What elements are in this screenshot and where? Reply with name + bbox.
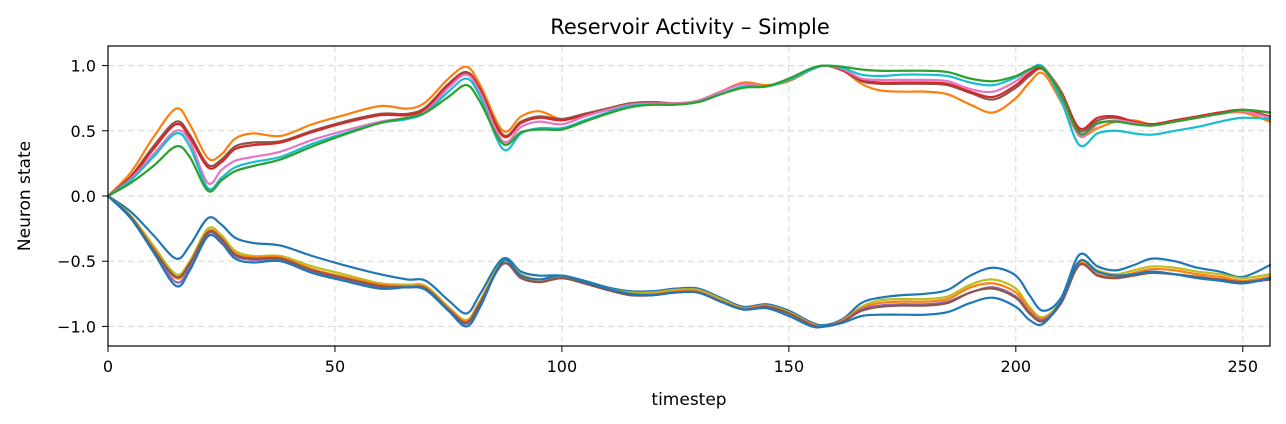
y-axis-label: Neuron state: [15, 141, 35, 251]
grid-lines: [107, 46, 1270, 346]
y-tick-label: −0.5: [57, 252, 96, 271]
series-line-6: [106, 64, 1272, 198]
y-tick-label: 0.0: [71, 187, 96, 206]
y-tick-label: 0.5: [71, 122, 96, 141]
y-axis-ticks: −1.0 −0.5 0.0 0.5 1.0: [57, 57, 108, 336]
x-tick-label: 0: [103, 357, 113, 376]
x-tick-label: 100: [547, 357, 578, 376]
x-tick-label: 50: [325, 357, 345, 376]
x-axis-label: timestep: [651, 390, 726, 410]
series-line-12: [106, 194, 1272, 329]
x-axis-ticks: 0 50 100 150 200 250: [103, 346, 1258, 376]
series-lines: [106, 63, 1272, 329]
series-line-4: [106, 64, 1272, 198]
y-tick-label: −1.0: [57, 317, 96, 336]
x-tick-label: 150: [774, 357, 805, 376]
chart-title: Reservoir Activity – Simple: [550, 15, 830, 39]
x-tick-label: 200: [1001, 357, 1032, 376]
x-tick-label: 250: [1227, 357, 1258, 376]
series-line-7: [106, 194, 1272, 327]
y-tick-label: 1.0: [71, 57, 96, 76]
